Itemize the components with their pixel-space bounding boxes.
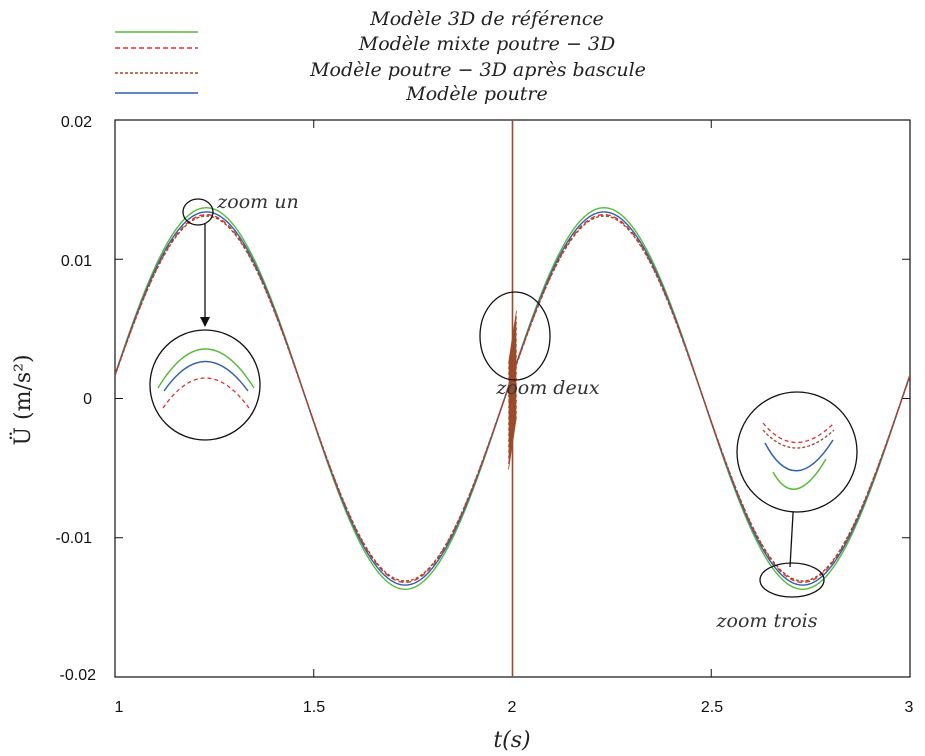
y-tick-label-3: -0.01 [56,530,93,547]
x-tick-label-1: 1.5 [303,699,325,716]
y-axis-label: Ü (m/s²) [9,354,36,445]
y-tick-label-4: -0.02 [60,667,97,684]
x-tick-label-4: 3 [905,699,914,716]
legend-label-3: Modèle poutre [405,83,547,105]
zoom-deux-group: zoom deux [479,291,600,399]
y-tick-label-0: 0.02 [61,114,92,131]
zoom-deux-ellipse [479,291,551,381]
x-axis-label: t(s) [493,728,530,753]
zoom-trois-curve-mixte [762,422,835,444]
zoom-trois-curve-bascule [762,429,835,449]
zoom-un-curve-poutre [163,360,249,392]
x-tick-label-3: 2.5 [701,699,723,716]
legend-label-0: Modèle 3D de référence [369,8,604,30]
zoom-un-curve-reference [157,348,255,389]
y-tick-label-1: 0.01 [61,253,92,270]
x-tick-labels: 1 1.5 2 2.5 3 [115,699,914,716]
zoom-trois-group: zoom trois [716,391,858,632]
series-group [115,120,910,677]
x-tick-label-2: 2 [508,699,517,716]
zoom-un-circle [149,329,261,441]
series-burst-2 [508,310,517,470]
zoom-un-label: zoom un [216,191,298,213]
zoom-un-curve-mixte [162,377,250,409]
zoom-trois-label: zoom trois [716,610,818,632]
legend-label-1: Modèle mixte poutre − 3D [358,33,616,55]
legend-label-2: Modèle poutre − 3D après bascule [309,59,646,81]
y-tick-label-2: 0 [83,391,92,408]
tick-marks [114,119,911,678]
zoom-trois-curve-reference [772,458,827,490]
y-tick-labels: 0.02 0.01 0 -0.01 -0.02 [56,114,97,684]
legend: Modèle 3D de référence Modèle mixte pout… [115,8,646,105]
zoom-un-group: zoom un [149,191,299,441]
zoom-trois-circle [736,391,858,513]
zoom-trois-curve-poutre [764,439,834,472]
zoom-un-ellipse [182,198,214,226]
zoom-trois-ellipse [759,562,825,598]
x-tick-label-0: 1 [115,699,124,716]
zoom-deux-label: zoom deux [495,377,600,399]
